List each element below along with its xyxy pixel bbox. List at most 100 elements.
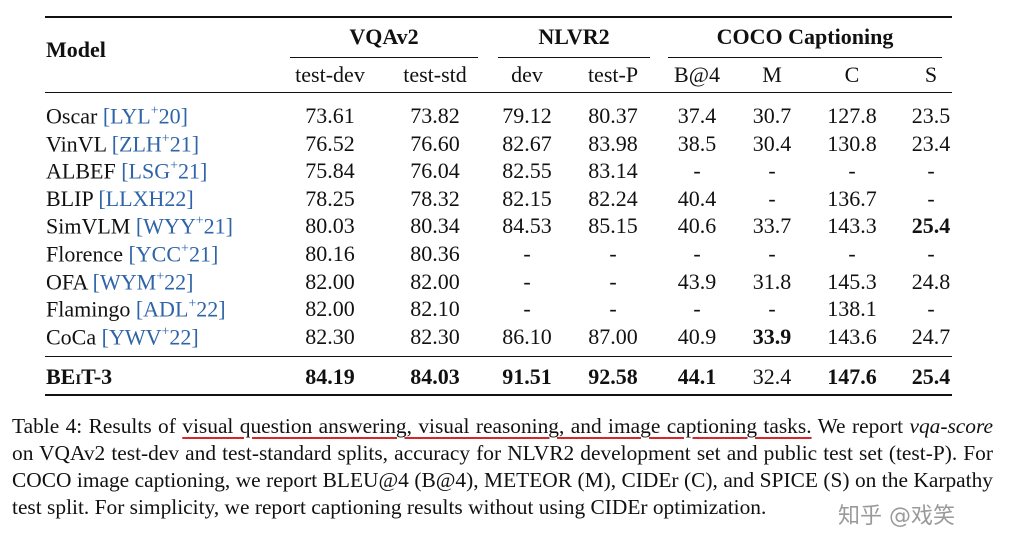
citation-text: 21]	[188, 241, 219, 267]
cell: -	[927, 158, 935, 184]
citation: [YCC+21]	[128, 242, 218, 267]
cell: 82.67	[502, 130, 552, 156]
model-cell: Oscar [LYL+20]	[46, 103, 188, 129]
cell: 33.7	[752, 213, 792, 239]
citation-text: 22]	[164, 269, 194, 295]
cell: 84.19	[305, 364, 355, 389]
cell: 31.8	[752, 268, 792, 294]
citation: [LYL+20]	[103, 104, 188, 129]
cell: 73.61	[305, 103, 355, 128]
cell: 130.8	[827, 130, 877, 156]
cell: 82.55	[502, 158, 552, 184]
cell: 143.6	[827, 323, 877, 349]
cell: 82.00	[410, 268, 460, 294]
cell: 80.36	[410, 241, 460, 266]
citation-text: [WYY	[135, 213, 196, 239]
cell: 83.98	[588, 130, 638, 156]
cell: -	[693, 158, 701, 184]
cell: 33.9	[752, 323, 792, 349]
cell: 85.15	[588, 213, 638, 239]
cell: -	[768, 185, 776, 211]
cell: 30.7	[752, 103, 792, 128]
sub-header: test-dev	[295, 62, 365, 87]
cell: 23.4	[911, 130, 951, 156]
cell: 79.12	[502, 103, 552, 128]
caption-text: We report	[811, 414, 910, 438]
model-name: ALBEF	[46, 158, 116, 184]
caption-text: visual question answering, visual reason…	[182, 414, 812, 438]
model-name: CoCa	[46, 324, 97, 350]
cell: 40.4	[677, 185, 717, 211]
cell: 84.03	[410, 364, 460, 389]
citation: [ZLH+21]	[112, 131, 199, 156]
citation-text: [LLXH22]	[98, 185, 194, 211]
cell: 40.6	[677, 213, 717, 239]
top-rule	[45, 16, 952, 18]
model-cell: SimVLM [WYY+21]	[46, 214, 233, 239]
cell: 78.32	[410, 185, 460, 211]
cell: 91.51	[502, 364, 552, 389]
cell: -	[523, 268, 531, 294]
citation-sup: +	[156, 269, 165, 285]
cell: 76.60	[410, 130, 460, 156]
citation-sup: +	[150, 103, 159, 119]
cell: 25.4	[911, 364, 951, 389]
cell: 82.00	[305, 268, 355, 294]
citation: [LLXH22]	[98, 186, 193, 211]
citation-text: [YWV	[101, 324, 162, 350]
cell: 44.1	[677, 364, 717, 389]
sub-header: test-std	[403, 62, 467, 87]
cell: 82.24	[588, 185, 638, 211]
cell: 82.30	[410, 323, 460, 349]
cell: 92.58	[588, 364, 638, 389]
cell: -	[609, 241, 617, 266]
model-cell: OFA [WYM+22]	[46, 270, 193, 293]
model-name: Florence	[46, 241, 123, 267]
citation-sup: +	[170, 158, 178, 174]
citation: [WYM+22]	[93, 269, 194, 294]
group-header: NLVR2	[538, 24, 610, 49]
cell: 30.4	[752, 130, 792, 156]
citation-text: [WYM	[92, 269, 157, 295]
group-rule	[668, 57, 942, 58]
model-cell: BLIP [LLXH22]	[46, 186, 194, 211]
caption-text: vqa-score	[909, 414, 993, 438]
citation-text: 21]	[169, 131, 200, 157]
bottom-rule	[45, 394, 952, 396]
cell: -	[523, 241, 531, 266]
caption-text: Table 4: Results of	[12, 414, 183, 438]
model-cell: CoCa [YWV+22]	[46, 325, 199, 348]
cell: -	[927, 241, 935, 266]
group-rule	[498, 57, 650, 58]
cell: -	[609, 296, 617, 322]
cell: 87.00	[588, 323, 638, 349]
model-cell: Florence [YCC+21]	[46, 241, 218, 267]
cell: 143.3	[827, 213, 877, 239]
model-cell: VinVL [ZLH+21]	[46, 132, 199, 155]
model-name: Oscar	[46, 103, 98, 129]
cell: -	[848, 241, 856, 266]
model-name: VinVL	[46, 131, 107, 157]
cell: 80.03	[305, 213, 355, 239]
cell: -	[693, 296, 701, 322]
citation-text: 20]	[158, 103, 188, 129]
caption-text: on VQAv2 test-dev and test-standard spli…	[12, 441, 993, 519]
citation: [WYY+21]	[136, 214, 233, 239]
sub-header: C	[844, 62, 860, 87]
citation: [LSG+21]	[121, 159, 207, 184]
cell: 145.3	[827, 268, 877, 294]
model-name: Flamingo	[46, 296, 131, 322]
citation-sup: +	[195, 213, 204, 229]
model-cell: Flamingo [ADL+22]	[46, 296, 226, 322]
model-name: OFA	[46, 269, 88, 295]
group-header: VQAv2	[349, 24, 419, 49]
citation-text: [ADL	[135, 296, 189, 322]
cell: -	[848, 158, 856, 184]
header-cell: Model	[46, 37, 106, 62]
cell: -	[609, 268, 617, 294]
cell: 82.15	[502, 185, 552, 211]
mid-rule	[45, 356, 952, 357]
cell: 76.52	[305, 130, 355, 156]
cell: -	[927, 185, 935, 211]
cell: 80.34	[410, 213, 460, 239]
